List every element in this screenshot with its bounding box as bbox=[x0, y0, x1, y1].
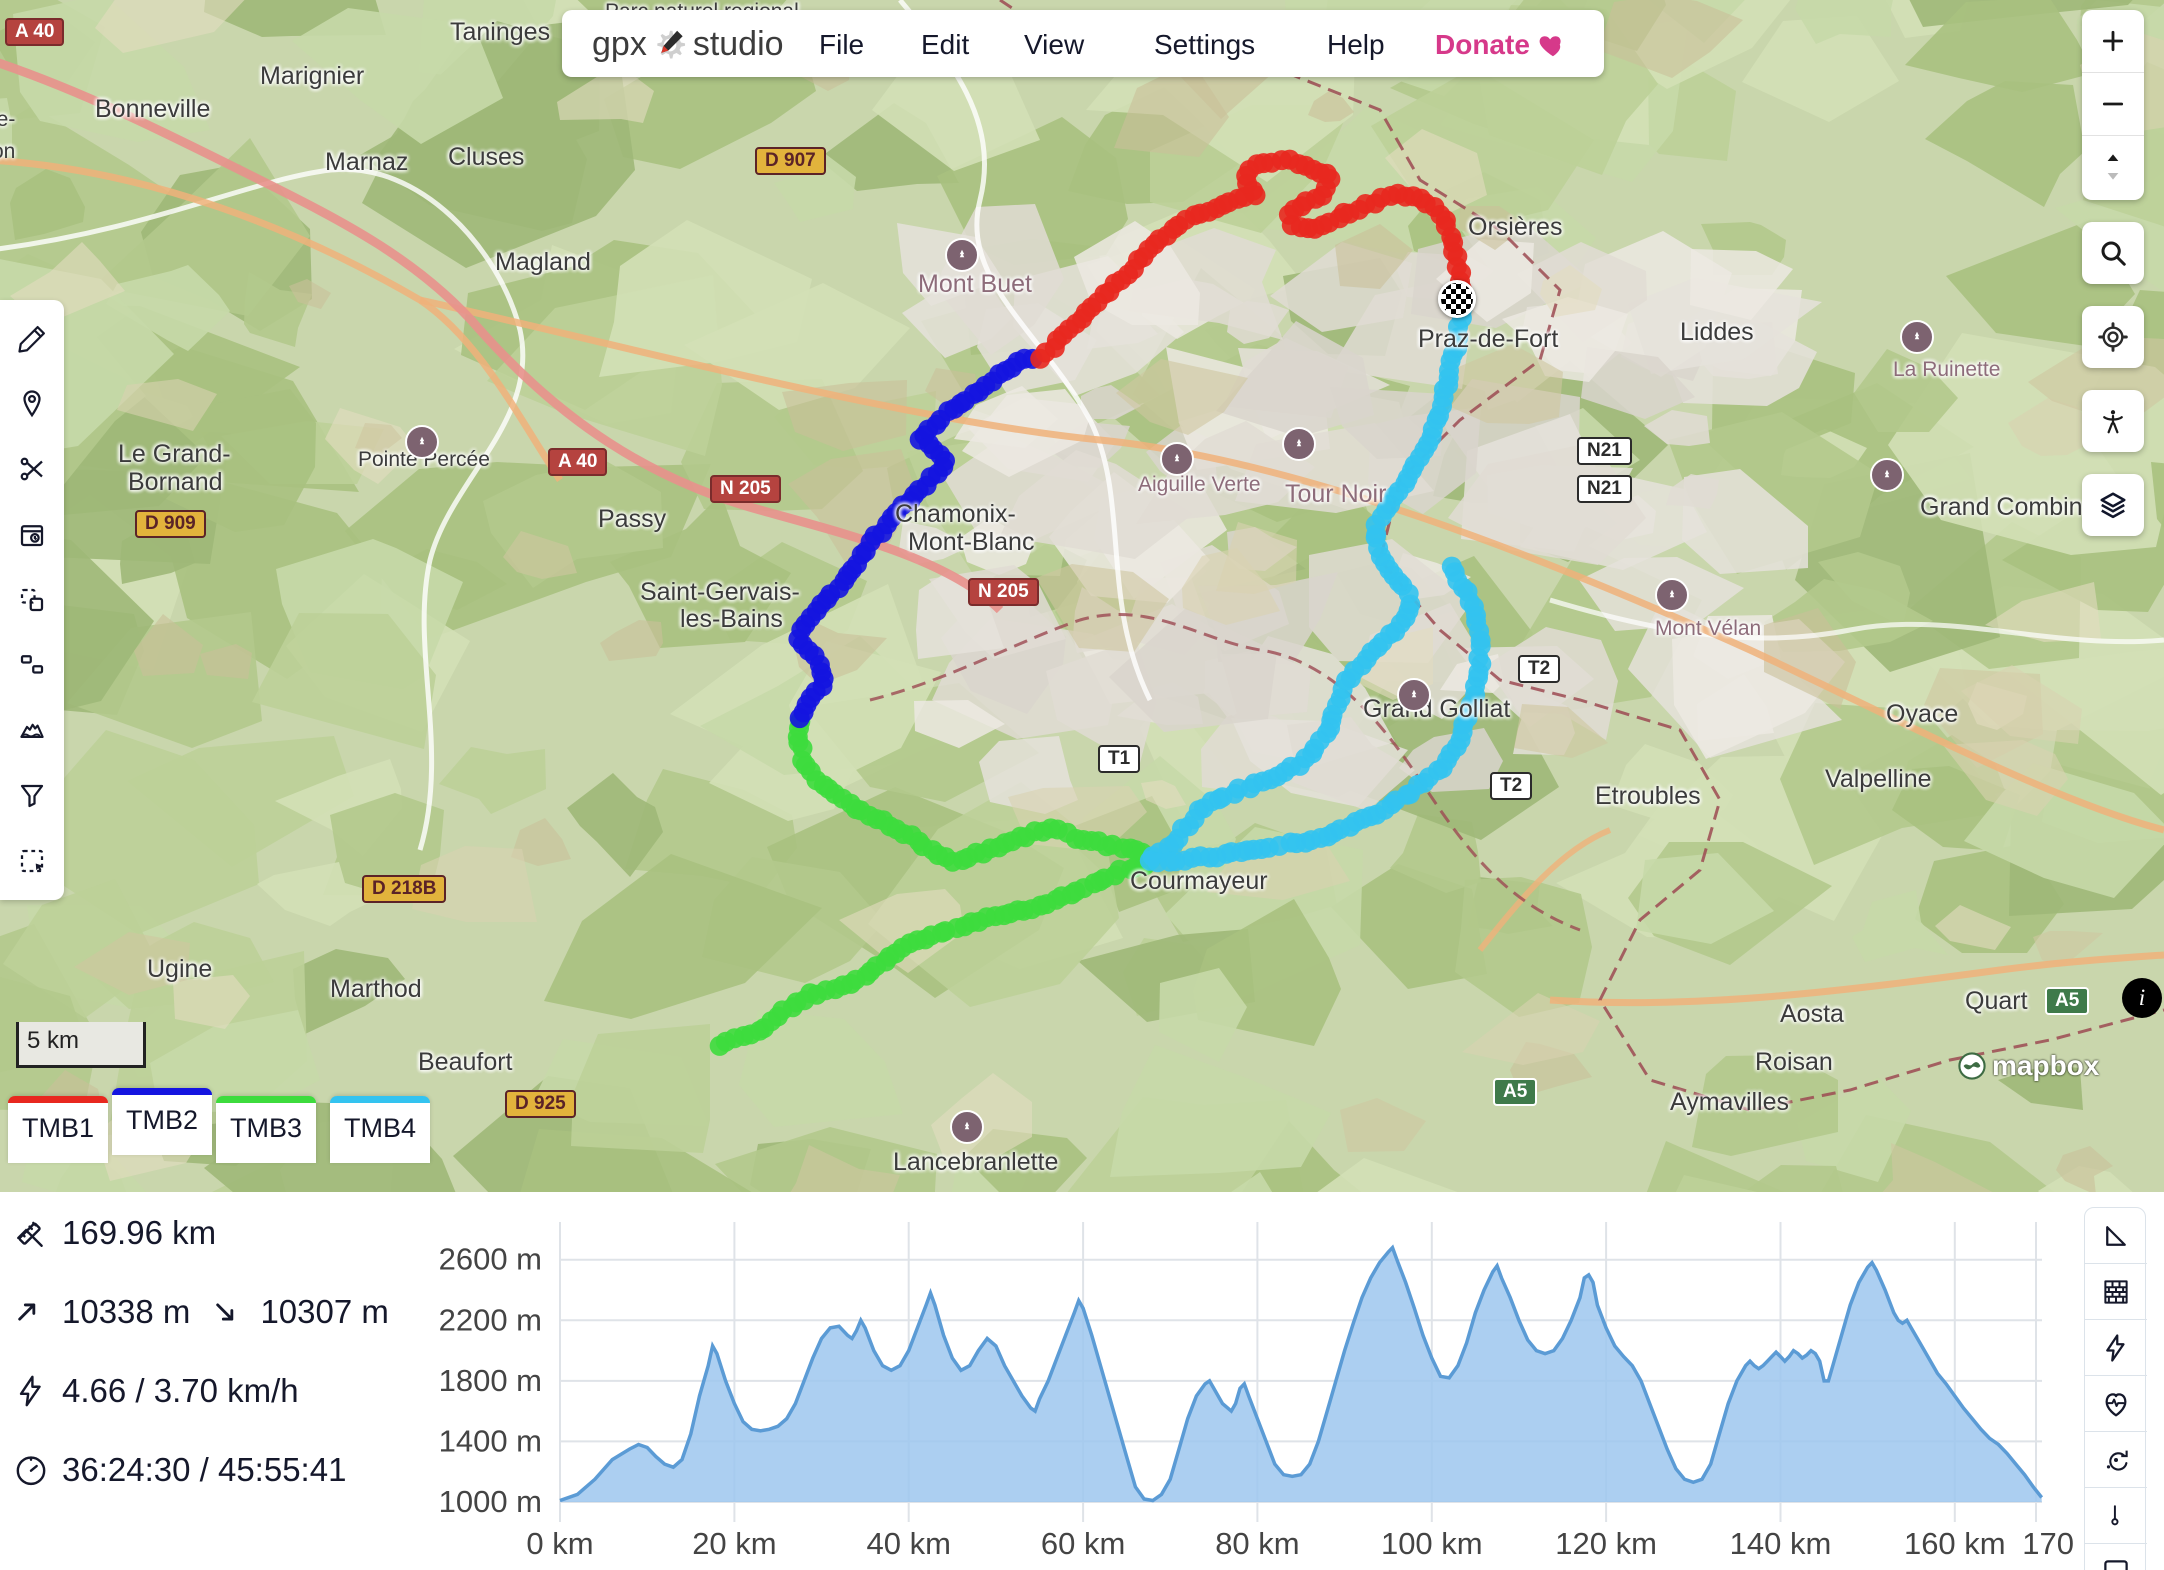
svg-text:2200 m: 2200 m bbox=[439, 1302, 542, 1337]
svg-text:2600 m: 2600 m bbox=[439, 1242, 542, 1277]
svg-text:0 km: 0 km bbox=[526, 1526, 593, 1561]
svg-text:1800 m: 1800 m bbox=[439, 1363, 542, 1398]
svg-text:140 km: 140 km bbox=[1730, 1526, 1832, 1561]
svg-text:20 km: 20 km bbox=[692, 1526, 776, 1561]
svg-text:1400 m: 1400 m bbox=[439, 1423, 542, 1458]
svg-text:100 km: 100 km bbox=[1381, 1526, 1483, 1561]
svg-text:1000 m: 1000 m bbox=[439, 1484, 542, 1519]
svg-text:40 km: 40 km bbox=[866, 1526, 950, 1561]
svg-text:170: 170 bbox=[2022, 1526, 2074, 1561]
svg-text:160 km: 160 km bbox=[1904, 1526, 2006, 1561]
svg-text:120 km: 120 km bbox=[1555, 1526, 1657, 1561]
svg-text:60 km: 60 km bbox=[1041, 1526, 1125, 1561]
svg-text:80 km: 80 km bbox=[1215, 1526, 1299, 1561]
